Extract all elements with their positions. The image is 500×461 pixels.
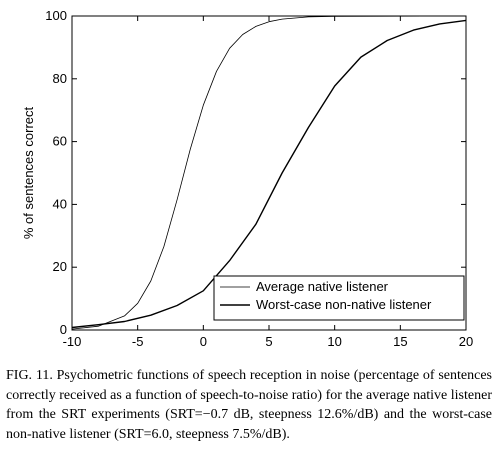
x-tick-label: -5 [132, 334, 144, 349]
y-tick-label: 0 [60, 322, 67, 337]
figure: -10 -5 0 5 10 15 20 0 20 40 60 80 100 % of sentences… [21, 8, 473, 349]
x-tick-label: 5 [265, 334, 272, 349]
x-tick-label: 0 [200, 334, 207, 349]
figure-caption: FIG. 11. Psychometric functions of speec… [6, 368, 492, 442]
y-axis-label: % of sentences correct [21, 107, 36, 240]
legend-label-native: Average native listener [256, 279, 389, 294]
series-line-non-native [71, 19, 467, 329]
legend-box [213, 275, 465, 321]
x-tick-label: -10 [63, 334, 82, 349]
y-tick-label: 60 [53, 134, 67, 149]
y-tick-label: 20 [53, 259, 67, 274]
psychometric-chart: -10 -5 0 5 10 15 20 0 20 40 60 80 100 % of sentences… [21, 8, 473, 349]
y-tick-label: 100 [45, 8, 67, 23]
x-tick-label: 15 [393, 334, 407, 349]
y-tick-label: 80 [53, 71, 67, 86]
legend: Average native listener Worst-case non-n… [213, 275, 465, 321]
series-line-native [71, 15, 467, 330]
legend-label-non-native: Worst-case non-native listener [256, 297, 432, 312]
x-tick-label: 10 [327, 334, 341, 349]
series-layer [71, 15, 467, 330]
x-tick-label: 20 [459, 334, 473, 349]
plot-frame [71, 15, 467, 331]
y-tick-label: 40 [53, 196, 67, 211]
